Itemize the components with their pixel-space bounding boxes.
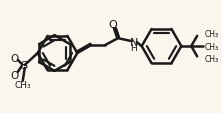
Text: O: O <box>109 20 117 30</box>
Text: O: O <box>11 54 19 63</box>
Text: CH₃: CH₃ <box>205 29 219 38</box>
Text: CH₃: CH₃ <box>205 55 219 64</box>
Text: H: H <box>130 43 137 52</box>
Text: O: O <box>11 70 19 80</box>
Text: S: S <box>20 60 27 70</box>
Text: CH₃: CH₃ <box>14 81 31 89</box>
Text: N: N <box>130 38 138 48</box>
Text: CH₃: CH₃ <box>205 42 219 51</box>
